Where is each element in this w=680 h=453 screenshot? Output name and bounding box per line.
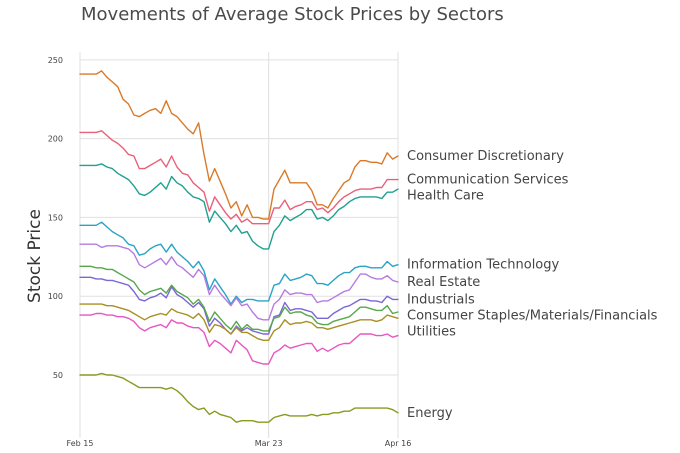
series-labels: Consumer Discretionary Communication Serv… [407, 149, 658, 421]
series-line-7 [79, 303, 399, 341]
series-line-3 [79, 221, 399, 305]
series-line-2 [79, 163, 399, 250]
series-label: Industrials [407, 292, 475, 307]
series-line-1 [79, 130, 399, 225]
chart-title: Movements of Average Stock Prices by Sec… [81, 4, 504, 25]
y-tick-label: 100 [48, 292, 63, 301]
x-tick-label: Apr 16 [385, 439, 412, 448]
y-tick-label: 200 [48, 135, 63, 144]
series-line-4 [79, 243, 399, 321]
y-tick-label: 250 [48, 56, 63, 65]
series-label: Information Technology [407, 258, 560, 273]
series-line-9 [79, 372, 399, 423]
series-label: Communication Services [407, 173, 569, 188]
y-tick-label: 150 [48, 213, 63, 222]
series-label: Consumer Staples/Materials/Financials [407, 308, 658, 323]
series-label: Health Care [407, 189, 484, 204]
y-axis-label: Stock Price [25, 209, 45, 303]
series-lines [79, 70, 399, 423]
series-label: Consumer Discretionary [407, 149, 564, 164]
gridlines [79, 52, 399, 438]
series-label: Energy [407, 406, 453, 421]
series-line-6 [79, 265, 399, 332]
series-line-5 [79, 276, 399, 335]
series-label: Real Estate [407, 275, 480, 290]
series-label: Utilities [407, 324, 456, 339]
axis-ticks: 50 100 150 200 250 Feb 15 Mar 23 Apr 16 [48, 56, 412, 448]
x-tick-label: Feb 15 [67, 439, 94, 448]
series-line-8 [79, 312, 399, 365]
x-tick-label: Mar 23 [255, 439, 283, 448]
y-tick-label: 50 [53, 371, 63, 380]
series-line-0 [79, 70, 399, 220]
